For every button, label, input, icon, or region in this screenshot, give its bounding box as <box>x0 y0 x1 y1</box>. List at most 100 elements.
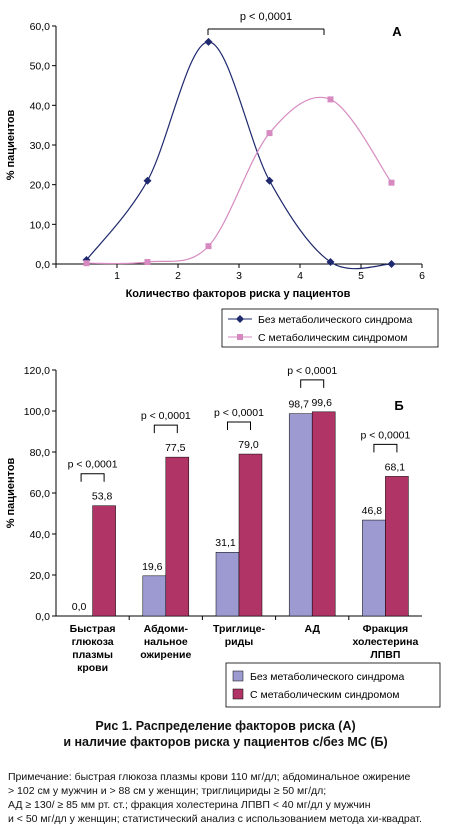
significance-bracket: p < 0,0001 <box>207 11 325 35</box>
legend-label-series-2: С метаболическим синдромом <box>258 332 408 344</box>
category-label: риды <box>225 636 254 648</box>
data-label: 0,0 <box>72 601 87 613</box>
data-point <box>387 260 396 268</box>
y-tick-label: 20,0 <box>30 180 51 192</box>
legend-swatch-series-1 <box>232 670 244 682</box>
y-tick-label: 40,0 <box>30 100 51 112</box>
data-point <box>266 130 273 137</box>
data-point <box>143 176 152 185</box>
x-tick-label: 5 <box>358 270 364 282</box>
note-line-4: и < 50 мг/дл у женщин; статистический ан… <box>8 813 422 825</box>
p-value-label: p < 0,0001 <box>240 11 292 23</box>
category-label: нальное <box>144 636 188 648</box>
p-value-label: p < 0,0001 <box>68 459 118 471</box>
x-tick-label: 3 <box>236 270 242 282</box>
y-tick-label: 30,0 <box>30 140 51 152</box>
y-tick-label: 60,0 <box>30 21 51 33</box>
legend-label-series-1: Без метаболического синдрома <box>250 671 404 683</box>
data-label: 46,8 <box>362 505 383 517</box>
bar-series-2 <box>385 476 409 617</box>
data-label: 77,5 <box>165 442 186 454</box>
y-tick-label: 10,0 <box>30 219 51 231</box>
data-point <box>204 37 213 46</box>
data-label: 31,1 <box>215 537 236 549</box>
significance-bracket <box>80 473 105 482</box>
y-tick-label: 0,0 <box>35 259 50 271</box>
data-label: 19,6 <box>142 561 163 573</box>
category-label: крови <box>77 662 108 674</box>
y-tick-label: 80,0 <box>30 447 51 459</box>
data-point <box>144 259 151 266</box>
x-axis-label: Количество факторов риска у пациентов <box>126 288 351 300</box>
bar-series-1 <box>215 551 240 617</box>
y-tick-label: 20,0 <box>30 570 51 582</box>
bar-series-2 <box>311 411 336 617</box>
p-value-label: p < 0,0001 <box>287 365 337 377</box>
significance-bracket <box>153 424 178 434</box>
y-tick-label: 40,0 <box>30 529 51 541</box>
data-point <box>388 179 395 186</box>
bar-series-2 <box>238 453 263 617</box>
series-line-2 <box>86 96 392 265</box>
significance-bracket <box>373 443 398 453</box>
panel-label: Б <box>394 398 403 413</box>
y-tick-label: 0,0 <box>35 611 50 623</box>
panel-label: А <box>392 24 402 39</box>
note-line-2: > 102 см у мужчин и > 88 см у женщин; тр… <box>8 785 327 797</box>
category-label: глюкоза <box>72 636 114 648</box>
bar-series-1 <box>142 575 167 617</box>
y-axis-label: % пациентов <box>5 109 17 180</box>
data-point <box>83 260 90 267</box>
bar-series-1 <box>362 519 386 617</box>
legend-label-series-2: С метаболическим синдромом <box>250 689 400 701</box>
x-tick-label: 2 <box>175 270 181 282</box>
x-tick-label: 1 <box>114 270 120 282</box>
y-tick-label: 50,0 <box>30 61 51 73</box>
category-label: ожирение <box>140 649 191 661</box>
p-value-label: p < 0,0001 <box>214 407 264 419</box>
p-value-label: p < 0,0001 <box>141 410 191 422</box>
category-label: холестерина <box>352 636 418 648</box>
data-label: 98,7 <box>288 399 309 411</box>
legend-marker-series-1 <box>236 315 244 323</box>
footnote: Примечание: быстрая глюкоза плазмы крови… <box>8 770 446 826</box>
legend-swatch-series-2 <box>232 688 244 700</box>
legend-marker-series-2 <box>237 334 243 340</box>
series-line-1 <box>86 41 392 270</box>
risk-factor-presence-bar-chart: 0,0 20,0 40,0 60,0 80,0 100,0 120,0 0,0 53,8 19,… <box>5 365 441 708</box>
data-point <box>265 176 274 185</box>
category-label: Быстрая <box>70 623 116 635</box>
caption-line-2: и наличие факторов риска у пациентов с/б… <box>63 735 388 749</box>
data-point <box>327 96 334 103</box>
legend: Без метаболического синдрома С метаболич… <box>225 662 441 708</box>
y-tick-label: 100,0 <box>24 406 50 418</box>
data-label: 99,6 <box>311 397 332 409</box>
legend-label-series-1: Без метаболического синдрома <box>258 314 412 326</box>
legend: Без метаболического синдрома С метаболич… <box>221 308 439 348</box>
category-label: Триглице- <box>213 623 265 635</box>
y-tick-label: 60,0 <box>30 488 51 500</box>
category-label: АД <box>304 623 320 635</box>
x-tick-label: 6 <box>419 270 425 282</box>
x-tick-label: 4 <box>297 270 303 282</box>
data-label: 68,1 <box>385 461 406 473</box>
y-tick-label: 120,0 <box>24 365 50 377</box>
note-line-1: Примечание: быстрая глюкоза плазмы крови… <box>8 771 411 783</box>
category-label: Фракция <box>363 623 409 635</box>
category-label: Абдоми- <box>144 623 189 635</box>
data-label: 53,8 <box>92 491 113 503</box>
category-label: плазмы <box>72 649 113 661</box>
risk-factor-distribution-chart: 0,0 10,0 20,0 30,0 40,0 50,0 60,0 1 2 3 4 5 6 % пац… <box>5 11 439 348</box>
y-axis-label: % пациентов <box>5 457 17 528</box>
bar-series-2 <box>165 456 190 617</box>
note-line-3: АД ≥ 130/ ≥ 85 мм рт. ст.; фракция холес… <box>8 799 371 811</box>
p-value-label: p < 0,0001 <box>360 429 410 441</box>
data-point <box>326 258 335 267</box>
bar-series-1 <box>288 413 313 617</box>
figure-caption: Рис 1. Распределение факторов риска (А) … <box>0 718 451 750</box>
category-label: ЛПВП <box>370 649 400 661</box>
significance-bracket <box>227 421 251 431</box>
data-point <box>205 243 212 250</box>
bar-series-2 <box>92 505 116 617</box>
caption-line-1: Рис 1. Распределение факторов риска (А) <box>95 719 356 733</box>
